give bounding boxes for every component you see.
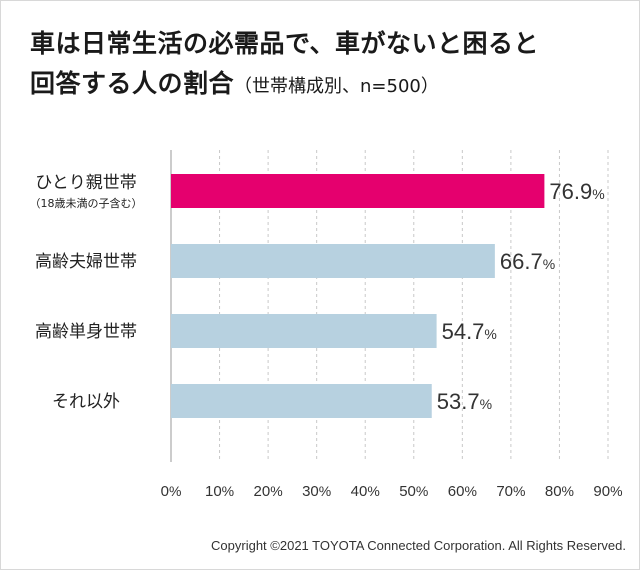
- title-line-2: 回答する人の割合（世帯構成別、n=500）: [30, 64, 630, 107]
- bar-3: [171, 314, 437, 348]
- x-tick-label: 80%: [545, 483, 574, 500]
- bar-4: [171, 384, 432, 418]
- x-tick-label: 70%: [496, 483, 525, 500]
- x-tick-label: 0%: [161, 483, 182, 500]
- value-label-3: 54.7%: [442, 319, 497, 344]
- bar-2: [171, 244, 495, 278]
- category-label-3: 高齢単身世帯: [35, 322, 137, 342]
- x-tick-label: 20%: [254, 483, 283, 500]
- x-tick-label: 60%: [448, 483, 477, 500]
- x-tick-label: 30%: [302, 483, 331, 500]
- category-label-4: それ以外: [52, 392, 120, 412]
- title-subtitle: （世帯構成別、n=500）: [234, 76, 439, 97]
- value-label-4: 53.7%: [437, 389, 492, 414]
- x-tick-label: 50%: [399, 483, 428, 500]
- chart-title: 車は日常生活の必需品で、車がないと困ると 回答する人の割合（世帯構成別、n=50…: [30, 24, 630, 107]
- x-tick-label: 10%: [205, 483, 234, 500]
- copyright-notice: Copyright ©2021 TOYOTA Connected Corpora…: [211, 538, 626, 553]
- title-line-2-main: 回答する人の割合: [30, 69, 235, 98]
- category-label-2: 高齢夫婦世帯: [35, 252, 137, 272]
- bar-1: [171, 174, 545, 208]
- x-tick-label: 90%: [593, 483, 622, 500]
- value-label-1: 76.9%: [549, 179, 604, 204]
- category-note-1: （18歳未満の子含む）: [30, 196, 143, 210]
- x-tick-label: 40%: [351, 483, 380, 500]
- category-label-1: ひとり親世帯: [35, 173, 137, 193]
- title-line-1: 車は日常生活の必需品で、車がないと困ると: [30, 29, 540, 58]
- value-label-2: 66.7%: [500, 249, 555, 274]
